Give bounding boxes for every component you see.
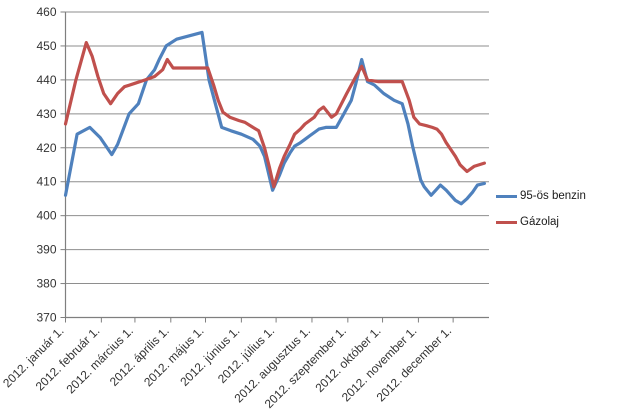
legend-item-benzin: 95-ös benzin bbox=[496, 188, 586, 204]
svg-text:390: 390 bbox=[36, 243, 56, 257]
chart-legend: 95-ös benzin Gázolaj bbox=[496, 188, 586, 240]
axes bbox=[60, 11, 489, 323]
y-gridlines bbox=[65, 11, 489, 285]
y-tick-labels: 370 380 390 400 410 420 430 440 450 460 bbox=[36, 5, 56, 325]
x-tick-labels: 2012. január 1.2012. február 1.2012. már… bbox=[0, 324, 454, 411]
svg-text:2012. január 1.: 2012. január 1. bbox=[0, 324, 67, 391]
svg-text:370: 370 bbox=[36, 311, 56, 325]
svg-text:460: 460 bbox=[36, 5, 56, 19]
svg-text:410: 410 bbox=[36, 175, 56, 189]
svg-text:420: 420 bbox=[36, 141, 56, 155]
legend-label: Gázolaj bbox=[520, 216, 559, 228]
svg-text:450: 450 bbox=[36, 39, 56, 53]
series-95-s-benzin bbox=[63, 30, 486, 206]
legend-item-gazolaj: Gázolaj bbox=[496, 214, 586, 230]
legend-label: 95-ös benzin bbox=[520, 190, 586, 202]
legend-swatch bbox=[496, 220, 517, 224]
svg-text:440: 440 bbox=[36, 73, 56, 87]
legend-swatch bbox=[496, 194, 517, 198]
svg-text:380: 380 bbox=[36, 277, 56, 291]
series-g-zolaj bbox=[63, 40, 486, 189]
svg-text:430: 430 bbox=[36, 107, 56, 121]
svg-text:400: 400 bbox=[36, 209, 56, 223]
